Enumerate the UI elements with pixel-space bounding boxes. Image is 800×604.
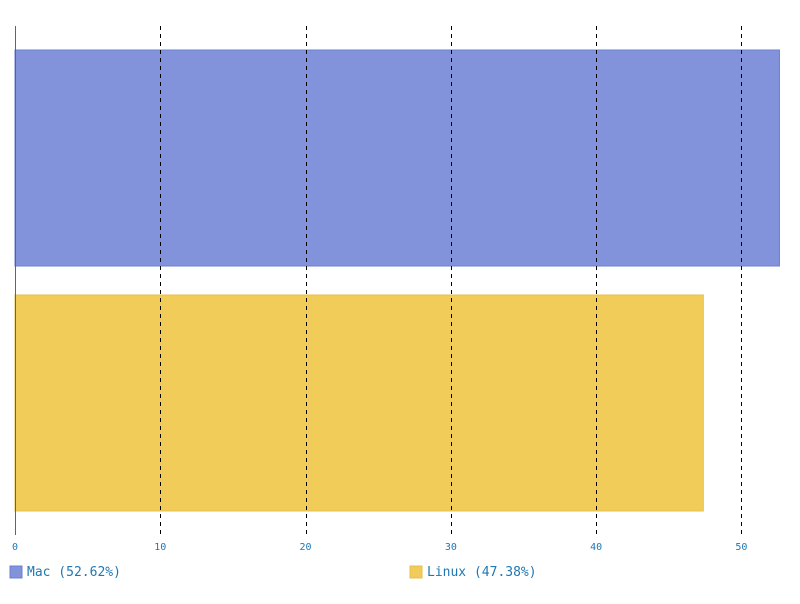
legend: Mac (52.62%) Linux (47.38%)	[9, 565, 537, 580]
x-axis: 0 10 20 30 40 50	[12, 26, 747, 553]
x-tick-label-0: 0	[12, 542, 18, 553]
legend-swatch-linux	[409, 565, 423, 579]
legend-label-mac: Mac (52.62%)	[27, 565, 121, 580]
x-tick-label-10: 10	[154, 542, 166, 553]
x-tick-label-40: 40	[590, 542, 602, 553]
legend-swatch-mac	[9, 565, 23, 579]
legend-label-linux: Linux (47.38%)	[427, 565, 537, 580]
bar-linux	[14, 294, 704, 512]
x-tick-label-30: 30	[445, 542, 457, 553]
x-tick-label-50: 50	[735, 542, 747, 553]
gridlines	[160, 26, 742, 535]
bars	[14, 49, 780, 512]
x-tick-label-20: 20	[300, 542, 312, 553]
bar-mac	[14, 49, 780, 267]
